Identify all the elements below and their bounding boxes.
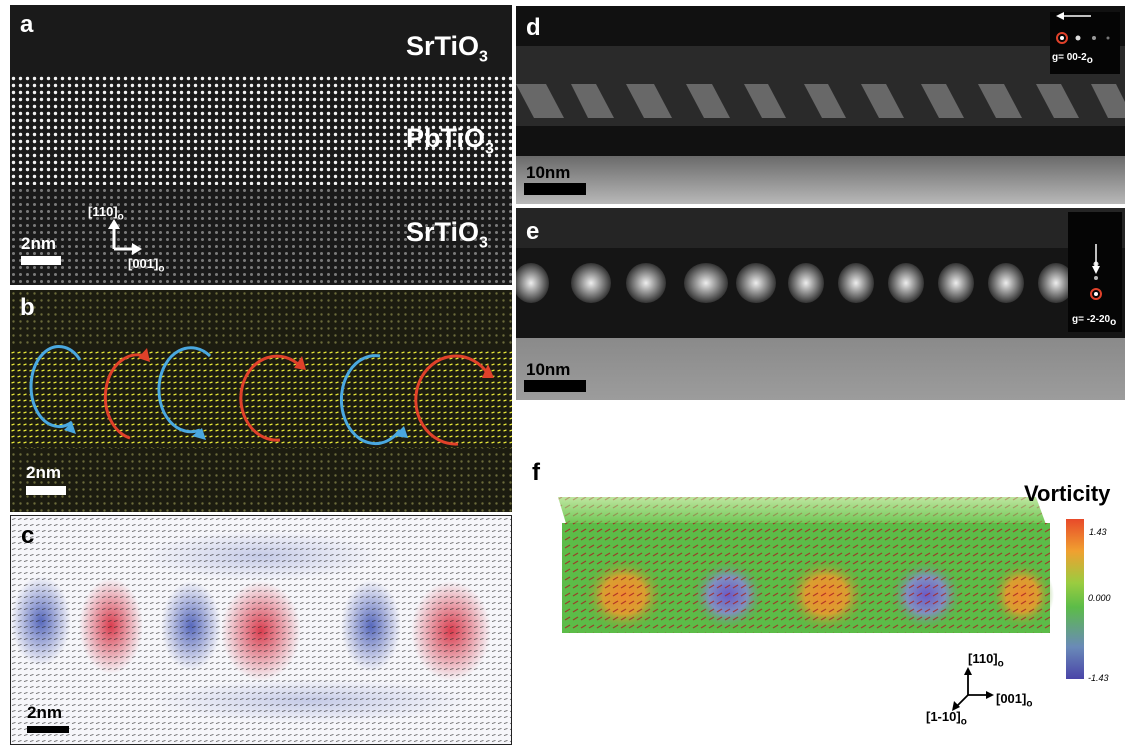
colorbar-min: -1.43 xyxy=(1088,673,1109,683)
panel-a-dir-right: [001]o xyxy=(128,256,165,275)
panel-a-lattice xyxy=(10,5,512,285)
panel-e-g-vector: g= -2-20o xyxy=(1072,314,1117,328)
panel-b: b 2nm xyxy=(10,290,512,512)
vorticity-title: Vorticity xyxy=(1024,481,1111,506)
layer-bot-label: SrTiO3 xyxy=(406,217,488,252)
panel-c-label: c xyxy=(21,522,35,549)
layer-mid-label: PbTiO3 xyxy=(406,123,494,158)
panel-c-scalebar-label: 2nm xyxy=(27,703,62,722)
panel-f-axis-right: [001]o xyxy=(996,691,1033,710)
panel-d-darkfield xyxy=(516,6,1125,204)
panel-a-scalebar xyxy=(21,256,61,265)
panel-a-scalebar-label: 2nm xyxy=(21,234,56,253)
panel-f-3d-render xyxy=(558,497,1054,711)
panel-a: a SrTiO3 PbTiO3 SrTiO3 2nm [110]o [001]o xyxy=(10,5,512,285)
panel-c-scalebar xyxy=(27,726,69,733)
panel-f-axis-up: [110]o xyxy=(968,651,1004,670)
panel-e-scalebar-label: 10nm xyxy=(526,360,571,379)
panel-c-vorticity-map xyxy=(11,516,511,744)
panel-d-g-vector: g= 00-2o xyxy=(1052,52,1093,66)
panel-b-scalebar-label: 2nm xyxy=(26,463,61,482)
panel-b-vortex-circles xyxy=(29,345,494,446)
panel-e-darkfield xyxy=(516,208,1125,400)
vorticity-colorbar xyxy=(1066,519,1084,679)
panel-b-label: b xyxy=(20,294,35,321)
panel-f-label: f xyxy=(532,459,540,486)
panel-d: d 10nm g= 00-2o xyxy=(516,6,1125,204)
panel-e: e 10nm g= -2-20o xyxy=(516,208,1125,400)
panel-a-dir-up: [110]o xyxy=(88,204,124,223)
colorbar-mid: 0.000 xyxy=(1088,593,1111,603)
colorbar-max: 1.43 xyxy=(1089,527,1107,537)
panel-a-axes-icon xyxy=(108,219,142,255)
panel-f: f Vorticity 1.43 0.000 -1.43 [110]o [001… xyxy=(516,455,1128,743)
layer-top-label: SrTiO3 xyxy=(406,31,488,66)
panel-d-label: d xyxy=(526,14,541,41)
panel-c: c 2nm xyxy=(10,515,512,745)
panel-b-vector-map xyxy=(10,290,512,512)
panel-d-scalebar xyxy=(524,183,586,195)
panel-a-label: a xyxy=(20,11,34,38)
panel-f-axis-left: [1-10]o xyxy=(926,709,967,728)
panel-b-scalebar xyxy=(26,486,66,495)
panel-d-scalebar-label: 10nm xyxy=(526,163,571,182)
panel-e-label: e xyxy=(526,218,540,245)
panel-e-scalebar xyxy=(524,380,586,392)
